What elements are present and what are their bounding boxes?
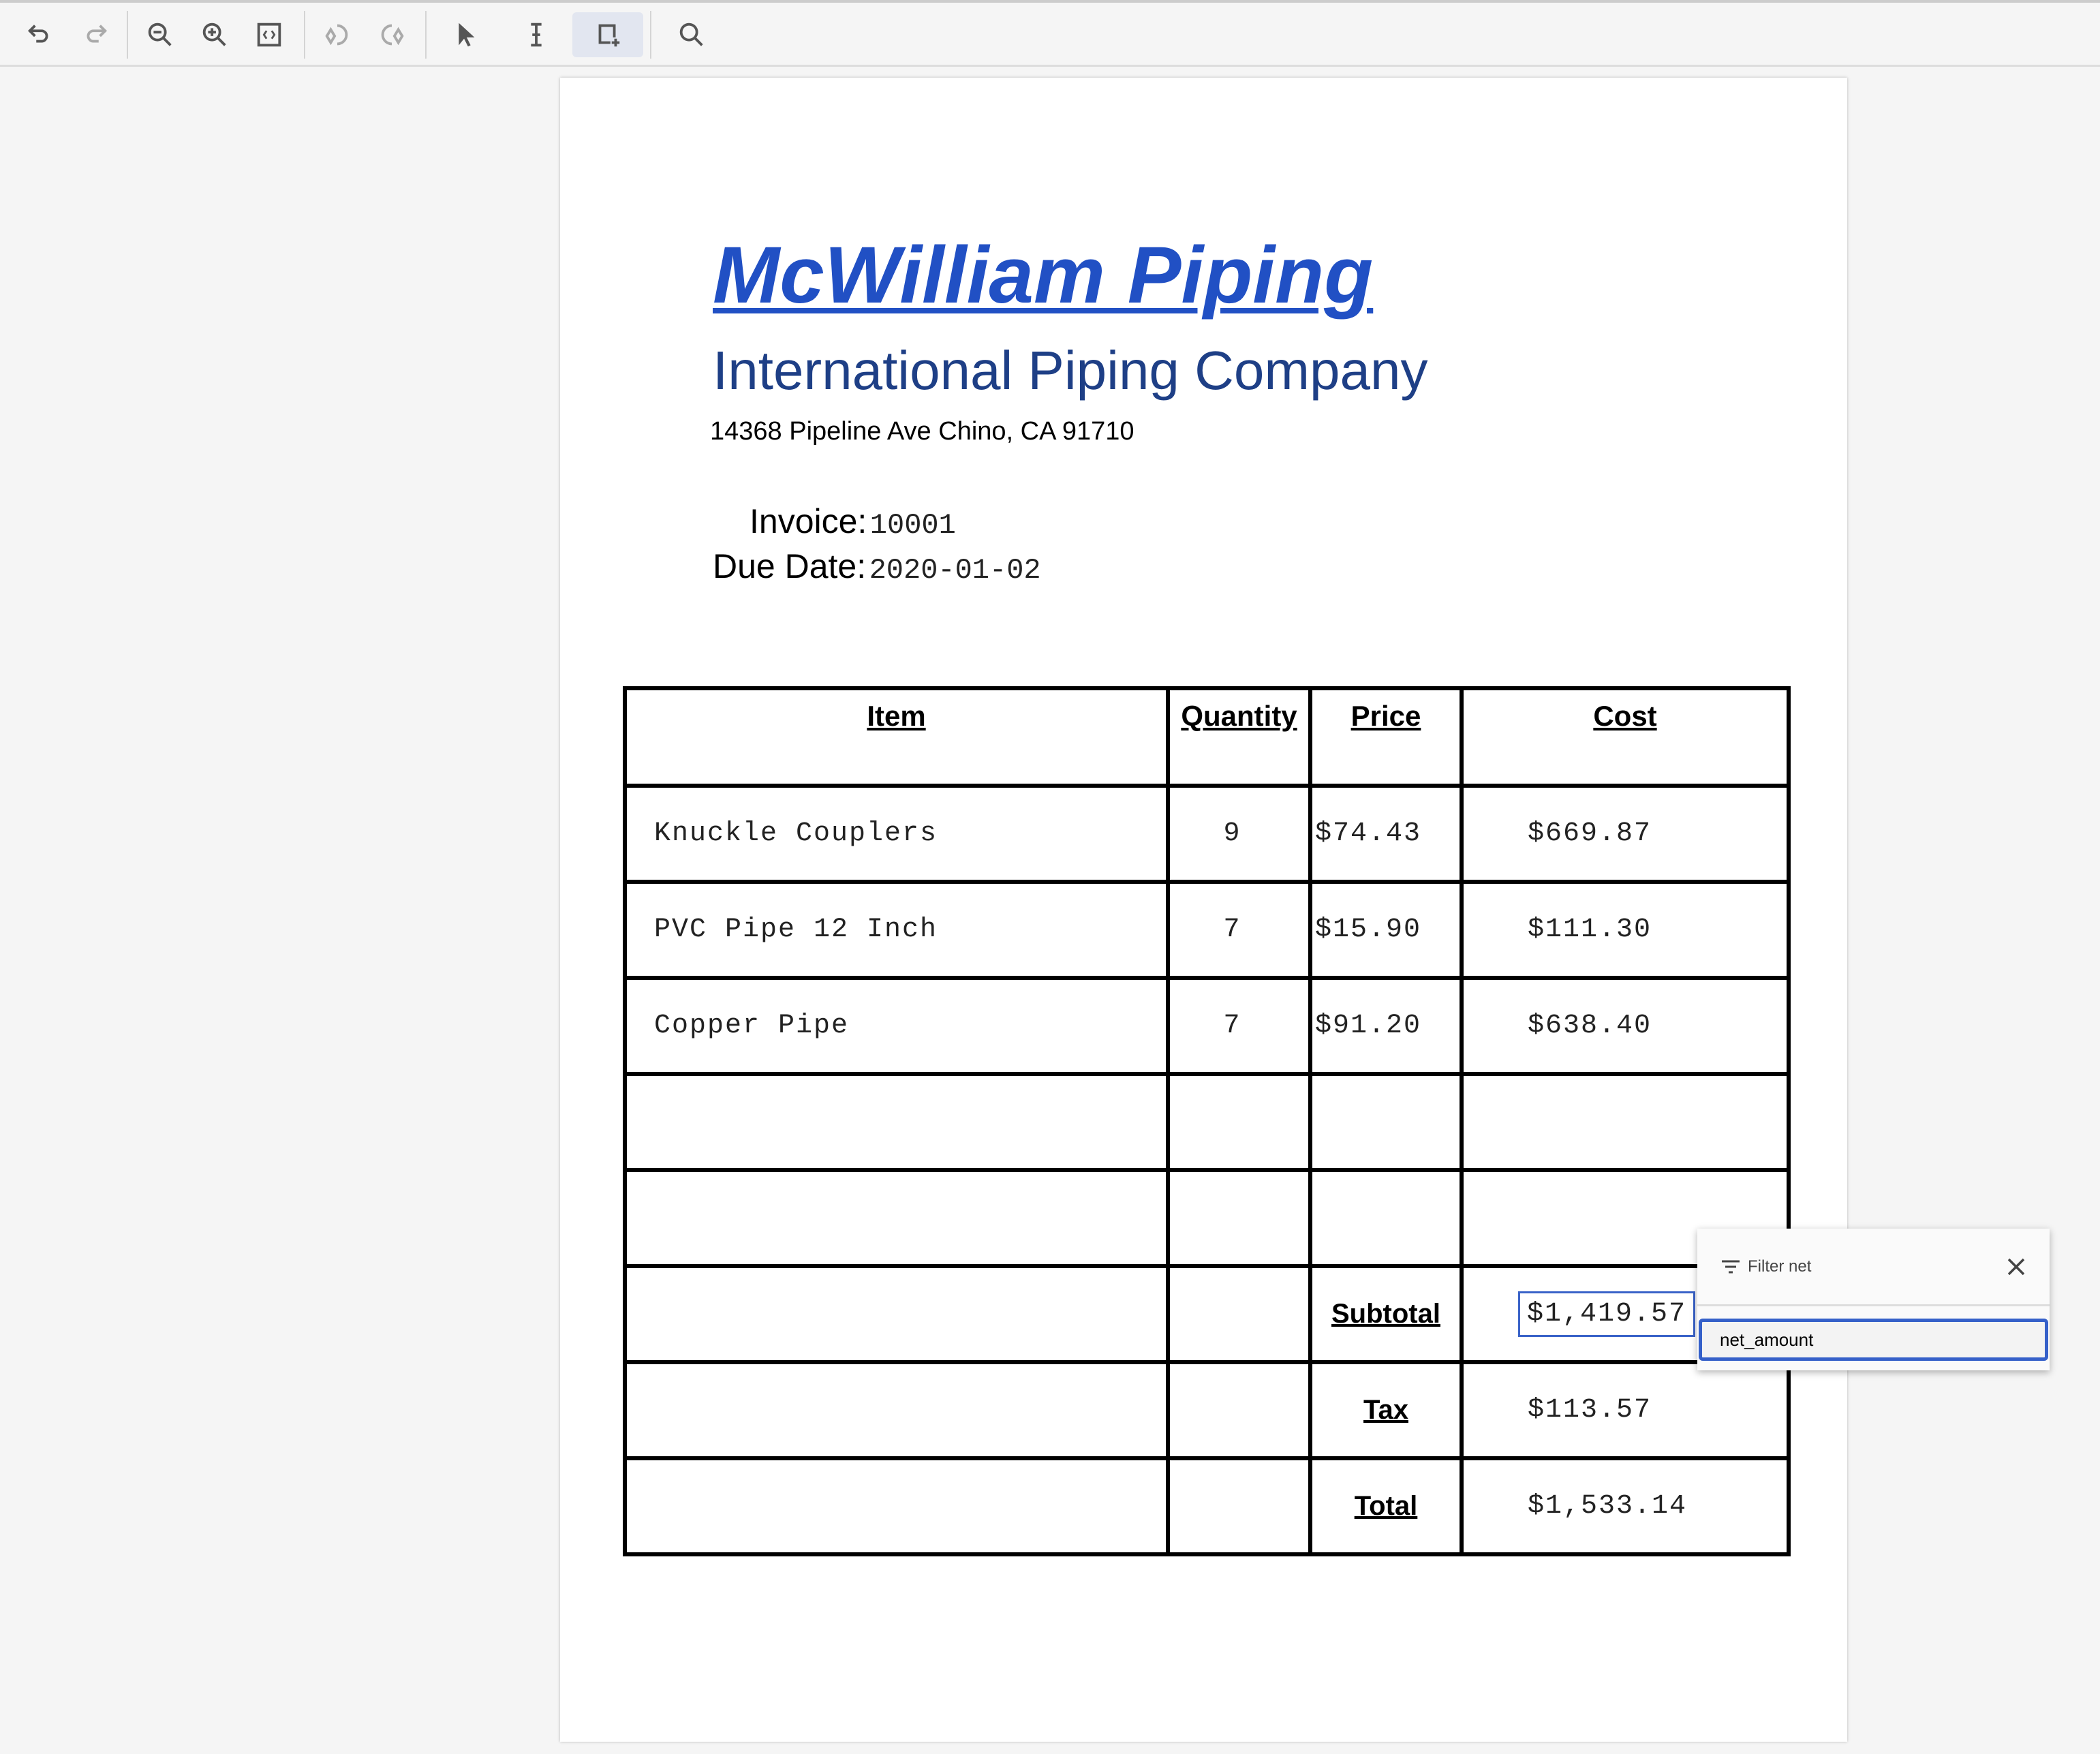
search-icon xyxy=(679,22,703,46)
header-item: Item xyxy=(623,686,1170,788)
redo-button[interactable] xyxy=(71,12,119,57)
document-page: McWilliam Piping International Piping Co… xyxy=(560,78,1847,1742)
search-button[interactable] xyxy=(668,12,715,57)
fit-page-button[interactable] xyxy=(245,12,293,57)
header-cost: Cost xyxy=(1460,686,1791,788)
table-row: Copper Pipe 7 $91.20 $638.40 xyxy=(623,976,1791,1076)
subtotal-value-selected[interactable]: $1,419.57 xyxy=(1518,1291,1696,1337)
invoice-table: Item Quantity Price Cost Knuckle Coupler… xyxy=(623,686,1791,1556)
header-quantity: Quantity xyxy=(1166,686,1312,788)
fit-page-icon xyxy=(257,22,281,47)
zoom-out-icon xyxy=(148,22,172,46)
add-region-icon xyxy=(598,24,620,47)
filter-title: Filter net xyxy=(1748,1257,1812,1276)
header-price: Price xyxy=(1308,686,1464,788)
table-row-empty xyxy=(623,1072,1791,1172)
company-subtitle: International Piping Company xyxy=(713,340,1428,401)
zoom-in-button[interactable] xyxy=(191,12,238,57)
table-row: PVC Pipe 12 Inch 7 $15.90 $111.30 xyxy=(623,880,1791,980)
pointer-tool-button[interactable] xyxy=(442,12,489,57)
text-cursor-icon xyxy=(531,22,542,47)
rotate-right-button[interactable] xyxy=(368,12,416,57)
total-row: Total $1,533.14 xyxy=(623,1456,1791,1556)
due-date: Due Date: 2020-01-02 xyxy=(713,547,1041,587)
company-name: McWilliam Piping xyxy=(713,230,1374,320)
undo-button[interactable] xyxy=(16,12,64,57)
pointer-icon xyxy=(459,22,475,47)
rotate-left-button[interactable] xyxy=(313,12,361,57)
table-header-row: Item Quantity Price Cost xyxy=(623,686,1791,788)
filter-option-net-amount[interactable]: net_amount xyxy=(1699,1319,2048,1361)
close-icon[interactable] xyxy=(2006,1257,2026,1277)
table-row: Knuckle Couplers 9 $74.43 $669.87 xyxy=(623,784,1791,884)
zoom-out-button[interactable] xyxy=(136,12,184,57)
undo-icon xyxy=(27,25,48,43)
tax-row: Tax $113.57 xyxy=(623,1360,1791,1460)
filter-icon xyxy=(1722,1260,1740,1273)
add-region-button[interactable] xyxy=(572,12,643,57)
toolbar xyxy=(0,0,2100,67)
rotate-left-icon xyxy=(325,24,348,46)
rotate-right-icon xyxy=(381,24,404,46)
subtotal-row: Subtotal $1,419.57 xyxy=(623,1264,1791,1364)
zoom-in-icon xyxy=(202,22,226,46)
table-row-empty xyxy=(623,1168,1791,1268)
filter-popup: Filter net net_amount xyxy=(1697,1229,2050,1370)
company-address: 14368 Pipeline Ave Chino, CA 91710 xyxy=(710,417,1134,446)
text-select-button[interactable] xyxy=(512,12,560,57)
redo-icon xyxy=(87,25,108,43)
invoice-number: Invoice: 10001 xyxy=(750,502,956,542)
